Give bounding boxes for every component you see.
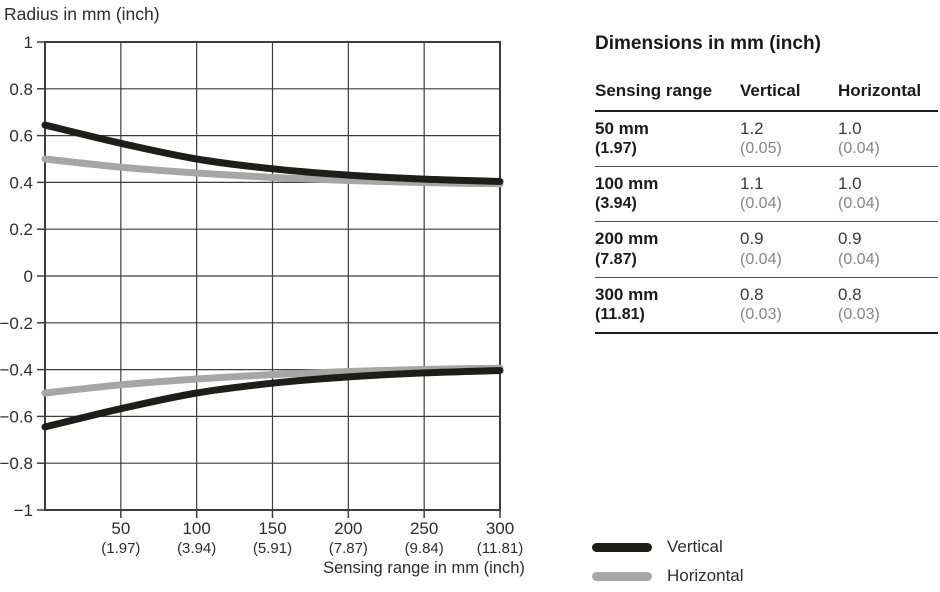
horizontal-mm: 0.9 (838, 229, 862, 249)
table-row: 50 mm (1.97) 1.2 (0.05) 1.0 (0.04) (595, 112, 938, 168)
cell-horizontal: 0.9 (0.04) (838, 228, 938, 269)
range-mm: 200 mm (595, 229, 659, 249)
horizontal-inch: (0.04) (838, 195, 880, 213)
cell-horizontal: 1.0 (0.04) (838, 118, 938, 159)
vertical-mm: 0.8 (740, 284, 764, 304)
range-mm: 300 mm (595, 284, 659, 304)
horizontal-mm: 0.8 (838, 284, 862, 304)
table-row: 300 mm (11.81) 0.8 (0.03) 0.8 (0.03) (595, 278, 938, 334)
dimensions-table: Dimensions in mm (inch) Sensing range Ve… (595, 33, 938, 334)
horizontal-inch: (0.04) (838, 250, 880, 268)
y-tick-label: −0.2 (0, 314, 33, 333)
vertical-inch: (0.05) (740, 140, 782, 158)
y-tick-label: −0.8 (0, 454, 33, 473)
range-mm: 50 mm (595, 118, 649, 138)
cell-vertical: 0.9 (0.04) (740, 228, 838, 269)
x-tick-label-mm: 100 (182, 519, 210, 538)
range-inch: (1.97) (595, 140, 637, 158)
x-tick-label-mm: 250 (410, 519, 438, 538)
cell-sensing-range: 50 mm (1.97) (595, 118, 740, 159)
vertical-curve-swatch (592, 542, 652, 552)
range-mm: 100 mm (595, 174, 659, 194)
vertical-mm: 1.2 (740, 118, 764, 138)
x-tick-label-mm: 200 (334, 519, 362, 538)
y-tick-label: −0.4 (0, 361, 33, 380)
x-axis-title: Sensing range in mm (inch) (323, 559, 525, 577)
x-tick-label-mm: 300 (486, 519, 514, 538)
chart-title: Radius in mm (inch) (4, 4, 160, 24)
cell-sensing-range: 200 mm (7.87) (595, 228, 740, 269)
x-tick-label-inch: (1.97) (101, 540, 140, 557)
horizontal-inch: (0.03) (838, 305, 880, 323)
x-tick-label-inch: (11.81) (477, 540, 523, 557)
y-tick-label: 0.8 (9, 80, 33, 99)
range-inch: (11.81) (595, 305, 645, 323)
y-tick-label: 0.2 (9, 220, 33, 239)
y-tick-label: −0.6 (0, 407, 33, 426)
horizontal-mm: 1.0 (838, 174, 862, 194)
x-tick-label-inch: (5.91) (253, 540, 292, 557)
curve-horizontal-top (41, 155, 504, 188)
range-inch: (3.94) (595, 195, 637, 213)
cell-sensing-range: 100 mm (3.94) (595, 173, 740, 214)
horizontal-mm: 1.0 (838, 118, 862, 138)
table-header-row: Sensing range Vertical Horizontal (595, 81, 938, 112)
x-tick-label-inch: (7.87) (329, 540, 368, 557)
x-tick-label-inch: (3.94) (177, 540, 216, 557)
range-inch: (7.87) (595, 250, 637, 268)
y-tick-label: 0.6 (9, 127, 33, 146)
legend-item-horizontal: Horizontal (592, 566, 744, 585)
x-tick-label-mm: 50 (111, 519, 130, 538)
radius-vs-sensing-range-chart: 1 0.8 0.6 0.4 0.2 0 −0.2 −0.4 −0.6 −0.8 −1 50 (1.97)… (0, 33, 523, 557)
plot-border (44, 41, 501, 511)
cell-vertical: 0.8 (0.03) (740, 284, 838, 325)
vertical-mm: 1.1 (740, 174, 764, 194)
y-tick-label: −1 (14, 501, 33, 520)
vertical-mm: 0.9 (740, 229, 764, 249)
legend-label: Horizontal (667, 566, 744, 585)
curve-horizontal-bottom (41, 364, 504, 397)
horizontal-curve-swatch (592, 571, 652, 581)
header-horizontal: Horizontal (838, 80, 922, 100)
x-tick-label-mm: 150 (258, 519, 286, 538)
cell-vertical: 1.2 (0.05) (740, 118, 838, 159)
cell-horizontal: 0.8 (0.03) (838, 284, 938, 325)
table-row: 100 mm (3.94) 1.1 (0.04) 1.0 (0.04) (595, 167, 938, 223)
cell-vertical: 1.1 (0.04) (740, 173, 838, 214)
header-vertical: Vertical (740, 80, 801, 100)
vertical-inch: (0.03) (740, 305, 782, 323)
curve-vertical-bottom (41, 367, 504, 431)
legend-label: Vertical (667, 537, 723, 556)
vertical-inch: (0.04) (740, 250, 782, 268)
chart-legend: Vertical Horizontal (592, 537, 744, 592)
cell-horizontal: 1.0 (0.04) (838, 173, 938, 214)
header-sensing-range: Sensing range (595, 80, 713, 100)
x-tick-label-inch: (9.84) (405, 540, 444, 557)
cell-sensing-range: 300 mm (11.81) (595, 284, 740, 325)
table-row: 200 mm (7.87) 0.9 (0.04) 0.9 (0.04) (595, 222, 938, 278)
y-tick-label: 1 (24, 33, 33, 52)
y-tick-label: 0 (24, 267, 33, 286)
horizontal-inch: (0.04) (838, 140, 880, 158)
legend-item-vertical: Vertical (592, 537, 744, 556)
table-title: Dimensions in mm (inch) (595, 33, 821, 54)
y-tick-label: 0.4 (9, 173, 33, 192)
vertical-inch: (0.04) (740, 195, 782, 213)
curve-vertical-top (41, 121, 504, 185)
